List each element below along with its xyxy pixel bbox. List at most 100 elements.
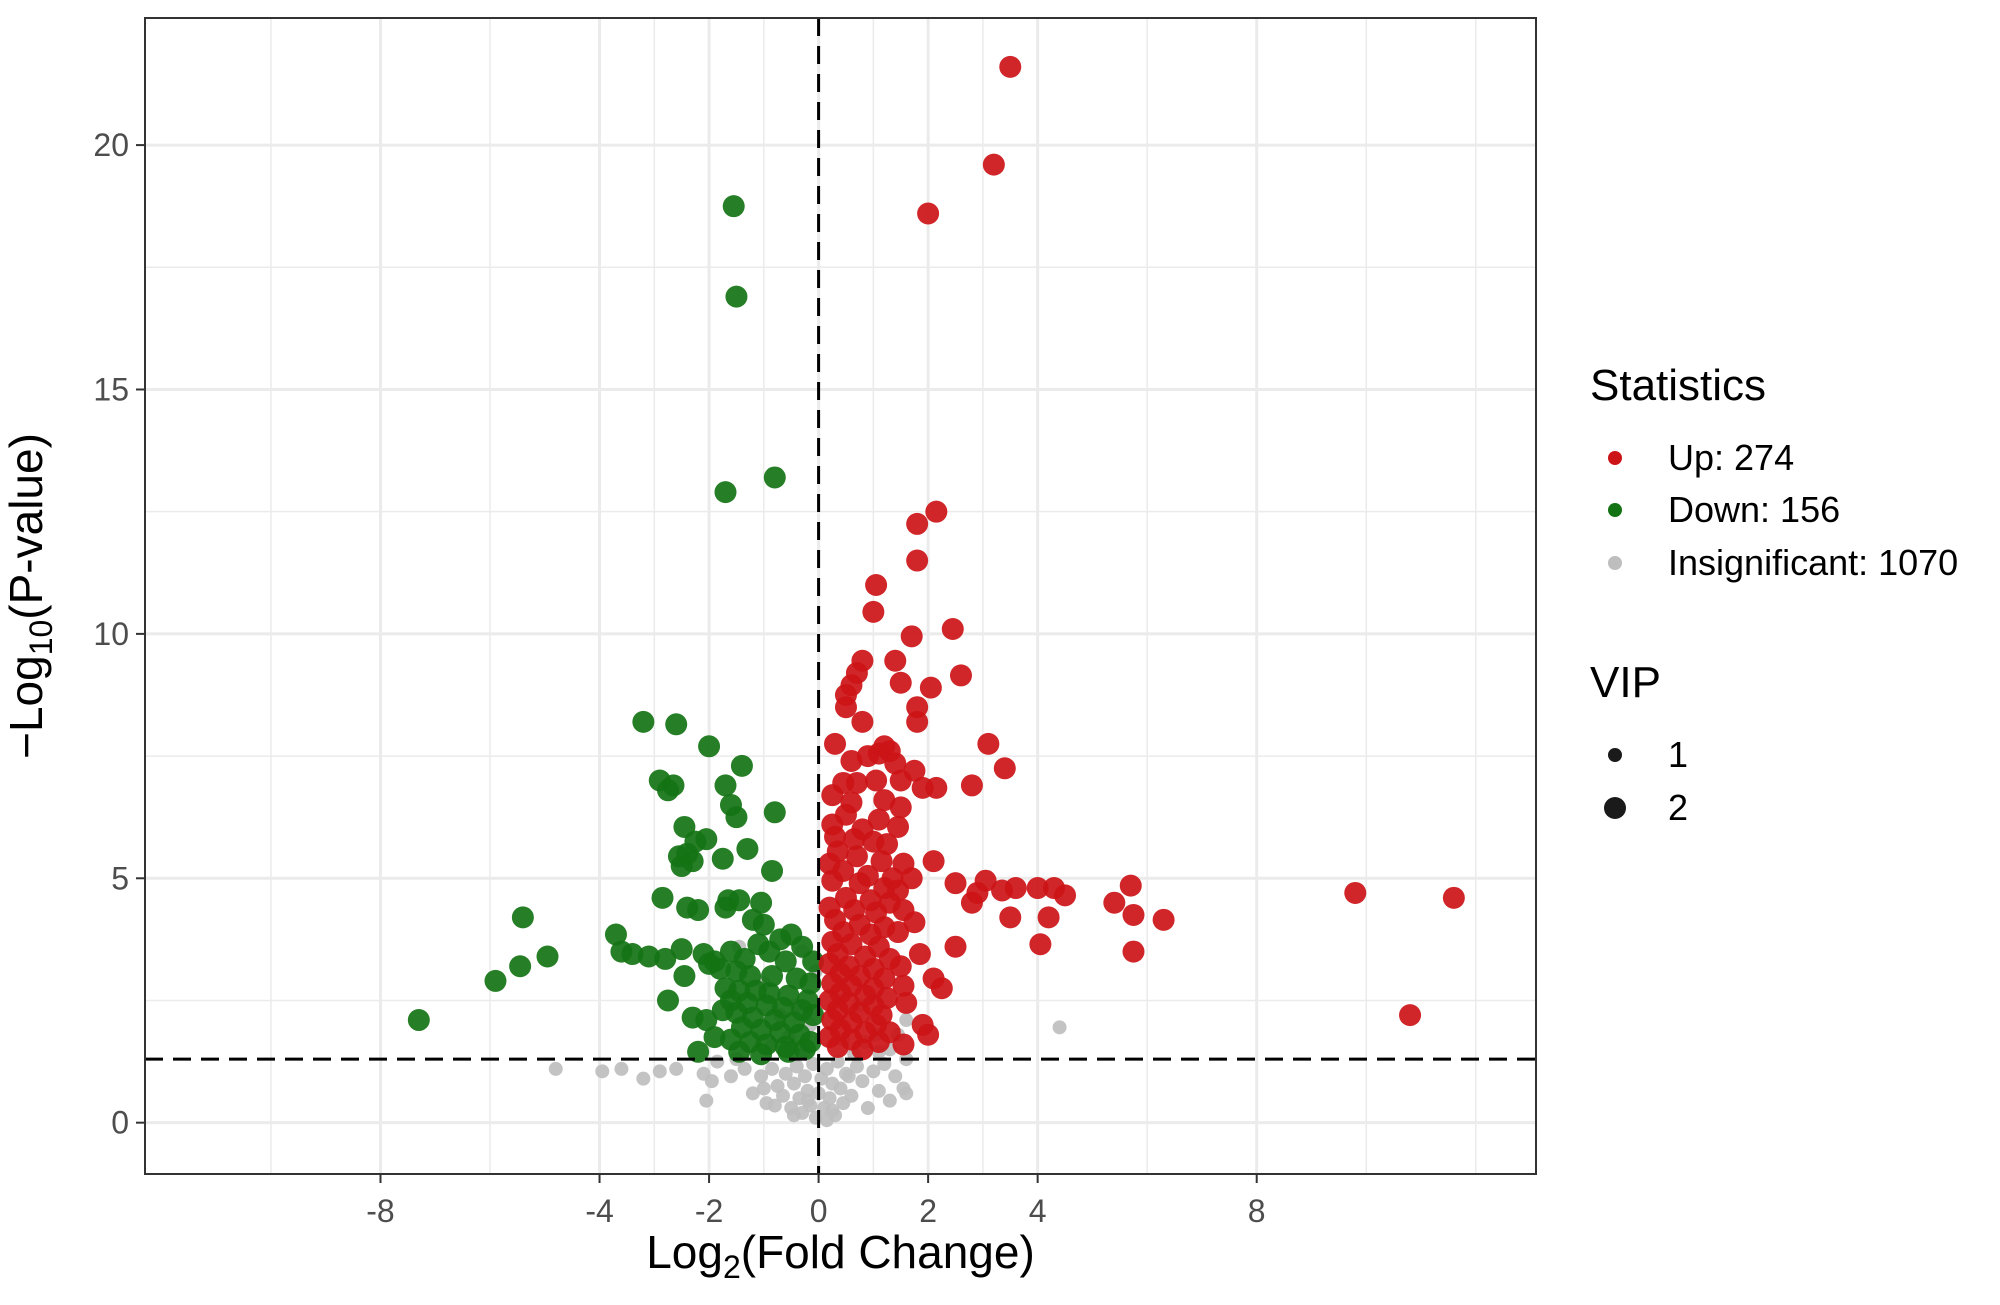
data-point-up: [887, 921, 910, 944]
data-point-up: [1103, 891, 1126, 914]
data-point-up: [944, 935, 967, 958]
minor-gridlines: [145, 18, 1536, 1174]
data-point-up: [1442, 886, 1465, 909]
up-regulated-points: [818, 55, 1465, 1061]
data-point-down: [698, 952, 721, 975]
data-point-insignificant: [548, 1061, 563, 1076]
data-point-up: [903, 911, 926, 934]
threshold-lines: [145, 18, 1536, 1174]
data-point-insignificant: [652, 1064, 667, 1079]
data-point-up: [993, 757, 1016, 780]
data-point-down: [632, 710, 655, 733]
data-point-up: [941, 617, 964, 640]
legend-key-down: [1608, 503, 1622, 517]
data-point-down: [763, 466, 786, 489]
down-regulated-points: [407, 195, 825, 1066]
data-point-up: [840, 749, 863, 772]
data-point-up: [895, 991, 918, 1014]
data-point-insignificant: [786, 1076, 801, 1091]
data-point-insignificant: [745, 1086, 760, 1101]
data-point-down: [763, 801, 786, 824]
data-point-down: [654, 947, 677, 970]
data-point-up: [1029, 933, 1052, 956]
data-point-up: [925, 500, 948, 523]
data-point-up: [960, 774, 983, 797]
data-point-insignificant: [822, 1091, 837, 1106]
data-point-up: [845, 771, 868, 794]
data-point-up: [821, 784, 844, 807]
data-point-insignificant: [841, 1069, 856, 1084]
data-point-down: [604, 923, 627, 946]
data-point-up: [911, 776, 934, 799]
data-point-up: [1122, 903, 1145, 926]
data-point-up: [889, 671, 912, 694]
data-point-down: [687, 899, 710, 922]
data-point-up: [906, 549, 929, 572]
data-point-insignificant: [866, 1064, 881, 1079]
y-tick-label: 10: [93, 616, 129, 652]
data-point-down: [752, 913, 775, 936]
data-point-up: [867, 808, 890, 831]
data-point-up: [977, 732, 1000, 755]
data-point-down: [725, 806, 748, 829]
data-point-down: [656, 989, 679, 1012]
data-point-insignificant: [844, 1088, 859, 1103]
data-point-down: [730, 754, 753, 777]
data-point-insignificant: [819, 1113, 834, 1128]
x-tick-label: 2: [919, 1193, 937, 1229]
data-point-down: [695, 1009, 718, 1032]
data-point-up: [848, 872, 871, 895]
data-point-down: [714, 481, 737, 504]
data-point-down: [736, 837, 759, 860]
data-point-up: [867, 742, 890, 765]
data-point-up: [892, 1033, 915, 1056]
data-point-up: [1119, 874, 1142, 897]
plot-panel-border: [144, 17, 1537, 1175]
y-tick-label: 15: [93, 371, 129, 407]
data-point-down: [761, 965, 784, 988]
data-point-up: [851, 1038, 874, 1061]
x-axis-title-subscript: 2: [723, 1249, 741, 1285]
data-point-down: [651, 886, 674, 909]
data-point-up: [982, 153, 1005, 176]
data-point-up: [930, 977, 953, 1000]
data-point-insignificant: [797, 1069, 812, 1084]
data-point-up: [884, 649, 907, 672]
x-tick-label: 8: [1248, 1193, 1266, 1229]
data-point-insignificant: [710, 1054, 725, 1069]
data-point-insignificant: [767, 1098, 782, 1113]
x-tick-label: -8: [366, 1193, 394, 1229]
data-point-insignificant: [756, 1081, 771, 1096]
legend-key-vip-1: [1608, 748, 1622, 762]
data-point-insignificant: [800, 1083, 815, 1098]
data-point-up: [887, 815, 910, 838]
data-point-down: [511, 906, 534, 929]
data-point-up: [843, 828, 866, 851]
data-point-up: [906, 512, 929, 535]
data-point-up: [922, 850, 945, 873]
data-point-up: [865, 769, 888, 792]
data-point-up: [889, 796, 912, 819]
data-point-down: [774, 950, 797, 973]
data-point-insignificant: [819, 1061, 834, 1076]
y-axis-ticks: 0 5 10 15 20: [93, 127, 145, 1141]
data-point-up: [865, 574, 888, 597]
data-point-insignificant: [789, 1059, 804, 1074]
legend-key-vip-2: [1604, 797, 1626, 819]
data-point-down: [799, 972, 822, 995]
data-point-up: [1399, 1004, 1422, 1027]
data-point-insignificant: [775, 1088, 790, 1103]
data-point-up: [1122, 940, 1145, 963]
y-axis-title: −Log10(P-value): [0, 433, 59, 759]
legend-title-statistics: Statistics: [1590, 361, 1766, 410]
data-point-insignificant: [636, 1071, 651, 1086]
x-tick-label: 4: [1029, 1193, 1047, 1229]
data-point-up: [884, 752, 907, 775]
data-point-insignificant: [765, 1061, 780, 1076]
data-point-up: [1344, 881, 1367, 904]
y-tick-label: 0: [111, 1105, 129, 1141]
data-point-down: [777, 1040, 800, 1063]
legend-key-up: [1608, 451, 1622, 465]
data-point-up: [900, 625, 923, 648]
data-point-up: [908, 943, 931, 966]
